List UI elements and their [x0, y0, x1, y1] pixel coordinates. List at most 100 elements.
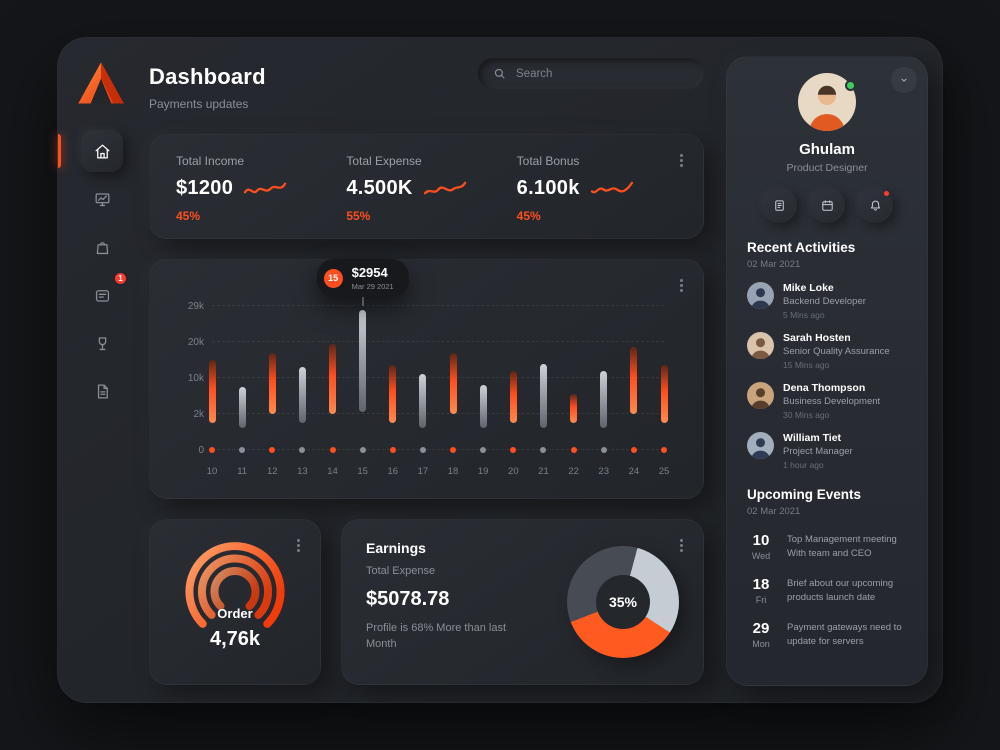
- avatar: [747, 282, 774, 309]
- y-axis-label: 2k: [193, 409, 204, 420]
- activity-item[interactable]: Dena Thompson Business Development 30 Mi…: [747, 382, 907, 420]
- document-icon: [97, 384, 108, 398]
- stats-menu-button[interactable]: [671, 149, 691, 172]
- calendar-icon: [821, 200, 833, 211]
- bar-x-24[interactable]: [630, 347, 638, 414]
- x-axis-label: 20: [508, 466, 519, 477]
- baseline-dot: [389, 447, 396, 453]
- notes-button[interactable]: [761, 188, 797, 223]
- bar-x-23[interactable]: [600, 370, 608, 429]
- activity-time: 15 Mins ago: [783, 360, 830, 370]
- stat-value: 4.500K: [346, 177, 413, 199]
- stat-total-expense: Total Expense 4.500K 55%: [346, 154, 506, 223]
- baseline-dot: [540, 447, 547, 453]
- activity-item[interactable]: William Tiet Project Manager 1 hour ago: [747, 432, 907, 470]
- baseline-dot: [239, 447, 246, 453]
- baseline-dot: [480, 447, 487, 453]
- upcoming-events-date: 02 Mar 2021: [747, 506, 801, 517]
- baseline-dot: [600, 447, 607, 453]
- event-day: 18: [752, 576, 770, 593]
- bar-x-14[interactable]: [329, 343, 337, 414]
- activity-item[interactable]: Mike Loke Backend Developer 5 Mins ago: [747, 282, 907, 320]
- bar-x-19[interactable]: [479, 384, 487, 429]
- trend-sparkline-icon: [243, 182, 287, 194]
- activity-name: Mike Loke: [783, 282, 834, 294]
- activity-role: Senior Quality Assurance: [783, 346, 890, 357]
- trend-sparkline-icon: [423, 181, 466, 195]
- bar-x-13[interactable]: [298, 367, 306, 423]
- tooltip-pointer-line: [361, 296, 364, 306]
- search-bar[interactable]: [478, 58, 704, 89]
- expense-donut-chart: 35%: [567, 546, 679, 658]
- bar-x-25[interactable]: [660, 365, 668, 423]
- page-header: Dashboard Payments updates: [149, 64, 266, 111]
- profile-role: Product Designer: [786, 162, 868, 174]
- event-text: Top Management meeting With team and CEO: [787, 534, 897, 559]
- event-item[interactable]: 10 Wed Top Management meeting With team …: [747, 532, 907, 561]
- panel-collapse-button[interactable]: [891, 67, 917, 93]
- order-gauge-chart: [185, 542, 285, 628]
- sidebar-item-home[interactable]: [81, 130, 123, 172]
- x-axis-label: 12: [266, 466, 278, 477]
- notifications-button[interactable]: [857, 188, 893, 223]
- gridline: [212, 341, 664, 342]
- earnings-menu-button[interactable]: [671, 534, 691, 557]
- bar-x-11[interactable]: [238, 387, 246, 429]
- bar-x-18[interactable]: [449, 352, 457, 414]
- sidebar-item-messages[interactable]: 1: [81, 271, 128, 316]
- bar-x-20[interactable]: [509, 370, 517, 423]
- y-axis-label: 20k: [187, 337, 204, 348]
- y-axis-label: 29k: [187, 301, 204, 312]
- upcoming-events-title: Upcoming Events: [747, 487, 862, 502]
- chart-menu-button[interactable]: [671, 274, 691, 297]
- sidebar-item-orders[interactable]: [81, 226, 123, 268]
- shopping-bag-icon: [96, 241, 108, 254]
- bar-x-22[interactable]: [570, 393, 578, 423]
- notification-dot: [882, 190, 890, 197]
- x-axis-label: 14: [327, 466, 338, 477]
- stat-label: Total Income: [176, 154, 245, 168]
- stat-percent: 45%: [516, 209, 541, 223]
- stat-total-bonus: Total Bonus 6.100k 45%: [516, 154, 677, 223]
- sidebar-item-rewards[interactable]: [81, 322, 123, 364]
- event-item[interactable]: 29 Mon Payment gateways need to update f…: [747, 620, 907, 649]
- bar-x-16[interactable]: [389, 365, 397, 423]
- bar-x-17[interactable]: [419, 374, 427, 429]
- bar-x-12[interactable]: [268, 352, 276, 414]
- baseline-dot: [510, 447, 517, 453]
- sidebar: 1: [58, 38, 146, 702]
- baseline-dot: [419, 447, 426, 453]
- x-axis-label: 21: [538, 466, 549, 477]
- y-axis-label: 10k: [187, 373, 204, 384]
- order-label: Order: [217, 606, 253, 621]
- x-axis-label: 15: [357, 466, 368, 477]
- bar-x-15[interactable]: [359, 310, 367, 412]
- baseline-dot: [269, 447, 276, 453]
- bar-x-10[interactable]: [208, 360, 216, 423]
- x-axis-label: 17: [417, 466, 429, 477]
- donut-center-label: 35%: [596, 575, 650, 629]
- stat-value: 6.100k: [516, 177, 580, 199]
- stat-label: Total Bonus: [516, 154, 580, 168]
- x-axis-label: 19: [477, 466, 489, 477]
- activity-item[interactable]: Sarah Hosten Senior Quality Assurance 15…: [747, 332, 907, 370]
- baseline-dot: [359, 447, 366, 453]
- event-weekday: Mon: [752, 639, 770, 649]
- online-status-dot: [845, 80, 856, 91]
- baseline-dot: [329, 447, 336, 453]
- event-item[interactable]: 18 Fri Brief about our upcoming products…: [747, 576, 907, 605]
- order-menu-button[interactable]: [288, 534, 308, 557]
- baseline-dot: [661, 447, 667, 453]
- baseline-dot: [299, 447, 306, 453]
- search-input[interactable]: [516, 67, 690, 80]
- activity-role: Backend Developer: [783, 296, 866, 307]
- trophy-icon: [98, 336, 106, 350]
- calendar-button[interactable]: [809, 188, 845, 223]
- bar-x-21[interactable]: [539, 363, 547, 429]
- profile-avatar[interactable]: [798, 73, 856, 131]
- sidebar-item-reports[interactable]: [81, 370, 123, 412]
- sidebar-item-analytics[interactable]: [81, 178, 123, 220]
- app-logo-icon[interactable]: [75, 60, 127, 110]
- earnings-card: Earnings Total Expense $5078.78 Profile …: [341, 519, 704, 685]
- notes-icon: [774, 200, 784, 211]
